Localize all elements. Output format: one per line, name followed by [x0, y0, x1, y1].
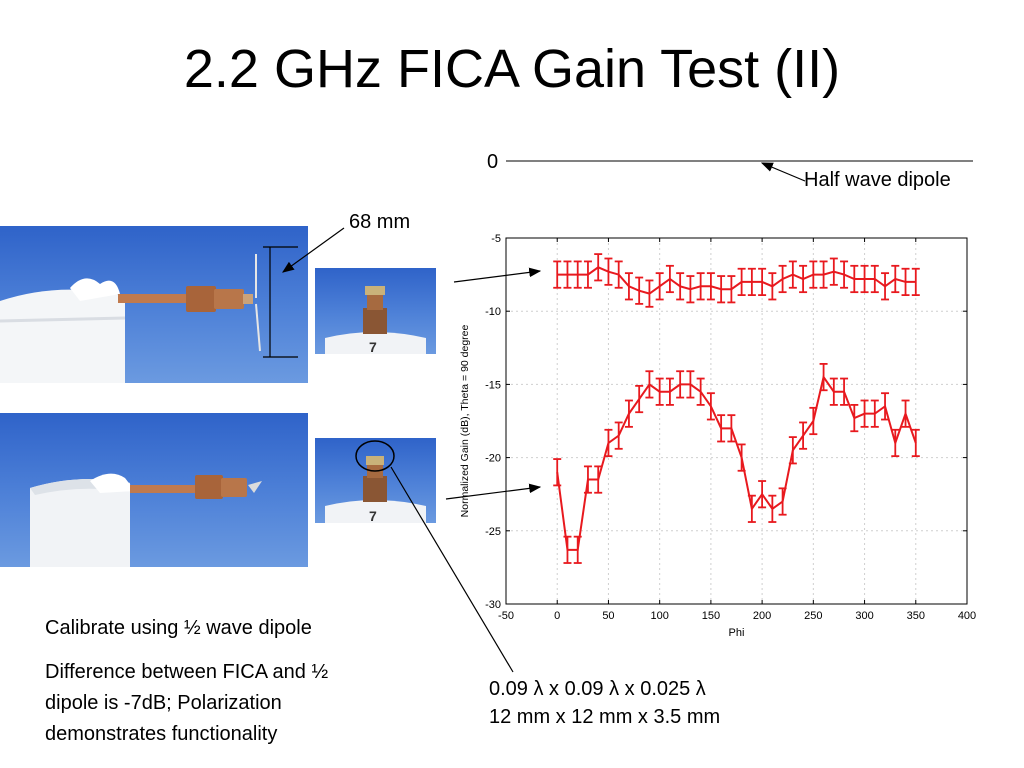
y-tick-label: -20 [485, 453, 501, 465]
calibrate-text: Calibrate using ½ wave dipole [45, 617, 312, 639]
x-tick-label: 0 [554, 610, 560, 622]
x-tick-label: 350 [907, 610, 925, 622]
y-tick-label: -15 [485, 379, 501, 391]
y-tick-label: -5 [491, 233, 501, 245]
dipole-reference-label: Half wave dipole [804, 169, 951, 191]
difference-text-line-2: dipole is -7dB; Polarization [45, 692, 282, 714]
x-tick-label: 150 [702, 610, 720, 622]
x-tick-label: 300 [855, 610, 873, 622]
x-tick-label: 100 [650, 610, 668, 622]
x-tick-label: 200 [753, 610, 771, 622]
x-tick-label: -50 [498, 610, 514, 622]
size-text-line-2: 12 mm x 12 mm x 3.5 mm [489, 706, 721, 728]
plate-numeral: 7 [369, 339, 377, 354]
series-line-2 [556, 374, 917, 551]
dimension-label: 68 mm [349, 211, 411, 233]
series-line-1 [557, 266, 916, 295]
antenna-front-photo-top: 7 [315, 268, 436, 354]
x-tick-label: 400 [958, 610, 976, 622]
slide-title: 2.2 GHz FICA Gain Test (II) [183, 39, 841, 99]
plot-frame [505, 237, 968, 605]
plate-numeral: 7 [369, 508, 377, 523]
dipole-reference-zero: 0 [487, 151, 499, 173]
antenna-side-photo-top [0, 226, 308, 383]
y-tick-label: -10 [485, 306, 501, 318]
x-tick-label: 50 [602, 610, 614, 622]
x-axis-label: Phi [729, 627, 745, 639]
antenna-side-photo-bottom [0, 413, 308, 567]
difference-text-line-1: Difference between FICA and ½ [45, 661, 329, 683]
difference-text-line-3: demonstrates functionality [45, 723, 278, 745]
size-text-line-1: 0.09 λ x 0.09 λ x 0.025 λ [489, 678, 706, 700]
x-tick-label: 250 [804, 610, 822, 622]
y-tick-label: -30 [485, 599, 501, 611]
y-tick-label: -25 [485, 526, 501, 538]
y-axis-label: Normalized Gain (dB), Theta = 90 degree [459, 324, 471, 517]
